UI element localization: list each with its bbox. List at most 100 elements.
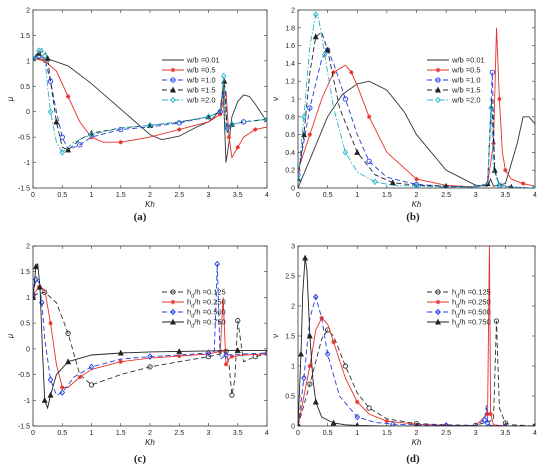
data-point [147,364,153,370]
x-tick-label: 1.5 [382,430,392,437]
x-tick-label: 3 [207,192,211,199]
data-point [331,70,336,75]
legend-label: hd/h =0.250 [187,298,226,310]
series-line-4 [33,262,267,410]
data-point [324,46,331,53]
data-point [488,104,494,112]
data-point [489,69,495,75]
y-tick-label: 1 [26,58,30,65]
data-point [47,376,54,384]
y-tick-label: 0 [291,186,295,193]
y-tick-label: 0.5 [20,321,30,328]
series-line-1 [33,57,267,163]
data-point [223,348,229,355]
x-tick-label: 0.5 [57,192,67,199]
data-point [312,293,319,301]
x-axis-label: Kh [145,438,155,447]
data-point [307,132,313,137]
y-tick-label: -1 [24,398,30,405]
data-point [147,353,153,360]
series-line-4 [298,257,535,426]
data-point [532,184,535,188]
series-group [33,47,267,163]
panel-label: (d) [406,453,420,465]
x-tick-label: 0 [296,430,300,437]
data-point [47,108,54,116]
legend-label: w/b =2.0 [186,96,216,105]
y-tick-label: 0.8 [285,114,295,121]
data-point [502,422,509,426]
data-point [220,72,227,80]
data-point [472,183,479,188]
data-point [229,354,235,359]
data-point [324,350,331,358]
data-point [33,291,36,299]
series-line-2 [33,286,267,388]
data-point [366,158,372,164]
data-point [301,374,307,382]
legend-label: hd/h =0.125 [452,288,491,300]
legend-label: w/b =0.01 [186,56,220,65]
x-tick-label: 2.5 [441,430,451,437]
data-point [366,114,372,119]
legend-label: w/b =1.0 [451,76,481,85]
data-point [118,126,124,133]
data-point [235,145,240,150]
data-point [298,172,301,178]
data-point [533,422,535,426]
data-point [229,121,235,128]
data-point [298,422,301,426]
data-point [298,175,301,183]
series-line-1 [298,80,535,188]
data-point [65,94,71,99]
data-point [354,149,361,155]
legend-label: hd/h =0.750 [452,318,491,330]
y-tick-label: 1.2 [285,79,295,86]
x-tick-label: 0.5 [323,430,333,437]
legend-marker [170,318,176,325]
data-point [298,350,304,357]
y-tick-label: 1 [291,97,295,104]
y-tick-label: -1.5 [18,424,30,431]
legend-label: hd/h =0.500 [452,308,491,320]
data-point [354,413,361,421]
y-tick-label: 2 [291,304,295,311]
data-point [235,317,241,324]
data-point [41,396,48,403]
legend-label: hd/h =0.500 [187,308,226,320]
data-point [176,120,182,126]
x-tick-label: 2 [148,192,152,199]
x-tick-label: 4 [533,192,537,199]
data-point [37,283,44,290]
data-point [77,142,83,148]
legend-label: w/b =2.0 [451,96,481,105]
data-point [497,96,502,102]
data-point [59,149,66,156]
data-point [496,182,503,188]
y-tick-label: 1.8 [285,25,295,32]
data-point [372,178,378,186]
data-point [384,419,390,424]
legend-marker [170,289,176,295]
y-tick-label: 0 [26,109,30,116]
legend-marker [435,308,441,316]
y-tick-label: 2 [26,8,30,15]
legend-label: w/b =1.0 [186,76,216,85]
x-tick-label: 2 [415,192,419,199]
legend-marker [170,86,176,93]
legend-label: w/b =0.01 [451,56,485,65]
legend-marker [435,86,441,93]
data-point [443,423,449,426]
legend-marker [435,77,441,83]
data-point [390,420,396,426]
y-axis-label: μ [6,96,15,102]
data-point [147,122,153,129]
data-point [60,385,65,390]
legend-marker [170,299,176,305]
data-point [493,318,500,324]
x-tick-label: 3.5 [233,430,243,437]
x-tick-label: 3.5 [233,192,243,199]
series-line-3 [298,295,535,426]
x-tick-label: 3 [474,430,478,437]
